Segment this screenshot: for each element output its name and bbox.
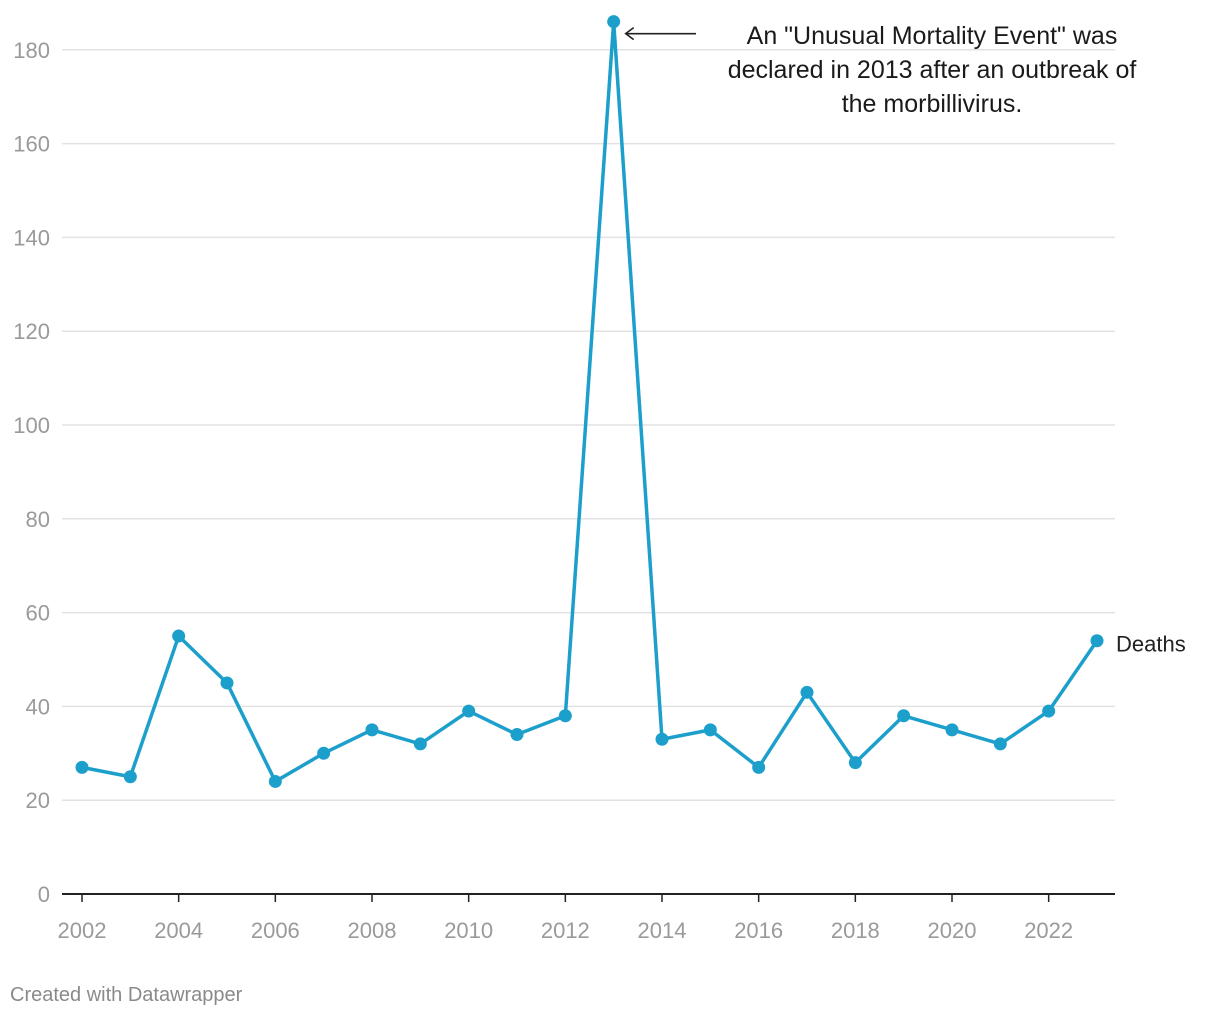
x-tick-label-2022: 2022: [1024, 918, 1073, 943]
y-tick-label-120: 120: [13, 319, 50, 344]
data-point-2011: [510, 728, 524, 742]
x-tick-label-2012: 2012: [541, 918, 590, 943]
y-tick-label-60: 60: [26, 601, 50, 626]
annotation-arrow-head: [624, 27, 635, 41]
data-point-2006: [268, 774, 282, 788]
x-tick-label-2002: 2002: [58, 918, 107, 943]
x-tick-label-2014: 2014: [638, 918, 687, 943]
y-tick-label-40: 40: [26, 694, 50, 719]
data-point-2017: [800, 685, 814, 699]
data-point-2020: [945, 723, 959, 737]
y-tick-label-160: 160: [13, 132, 50, 157]
data-point-2014: [655, 732, 669, 746]
x-tick-label-2006: 2006: [251, 918, 300, 943]
data-point-2021: [993, 737, 1007, 751]
data-point-2010: [462, 704, 476, 718]
x-axis-ticks: 2002 2004 2006 2008 2010 2012 2014 2016 2018 2020…: [58, 894, 1073, 943]
data-point-2013: [607, 15, 621, 29]
annotation-line-2: declared in 2013 after an outbreak of: [728, 56, 1137, 84]
x-tick-label-2004: 2004: [154, 918, 203, 943]
data-point-2012: [558, 709, 572, 723]
annotation: An "Unusual Mortality Event" was declare…: [624, 22, 1137, 118]
y-tick-label-20: 20: [26, 788, 50, 813]
data-point-2008: [365, 723, 379, 737]
data-point-2015: [703, 723, 717, 737]
x-tick-label-2020: 2020: [928, 918, 977, 943]
data-point-2009: [413, 737, 427, 751]
x-tick-label-2018: 2018: [831, 918, 880, 943]
gridlines: [62, 49, 1115, 801]
data-point-2005: [220, 676, 234, 690]
y-axis-tick-labels: 0 20 40 60 80 100 120 140 160 180: [13, 38, 50, 907]
y-tick-label-0: 0: [38, 882, 50, 907]
annotation-line-1: An "Unusual Mortality Event" was: [747, 22, 1118, 50]
data-point-2002: [75, 760, 89, 774]
data-point-2007: [317, 746, 331, 760]
y-tick-label-80: 80: [26, 507, 50, 532]
deaths-data-points: [75, 15, 1104, 788]
data-point-2018: [848, 756, 862, 770]
data-point-2019: [897, 709, 911, 723]
y-tick-label-180: 180: [13, 38, 50, 63]
x-tick-label-2008: 2008: [348, 918, 397, 943]
data-point-2003: [123, 770, 137, 784]
deaths-series-label: Deaths: [1116, 632, 1186, 657]
datawrapper-credit: Created with Datawrapper: [10, 984, 243, 1006]
y-tick-label-100: 100: [13, 413, 50, 438]
data-point-2004: [172, 629, 186, 643]
data-point-2023: [1090, 634, 1104, 648]
data-point-2016: [752, 760, 766, 774]
x-tick-label-2010: 2010: [444, 918, 493, 943]
x-tick-label-2016: 2016: [734, 918, 783, 943]
deaths-series-line: [80, 19, 1099, 784]
data-point-2022: [1042, 704, 1056, 718]
y-tick-label-140: 140: [13, 225, 50, 250]
annotation-line-3: the morbillivirus.: [842, 90, 1023, 118]
